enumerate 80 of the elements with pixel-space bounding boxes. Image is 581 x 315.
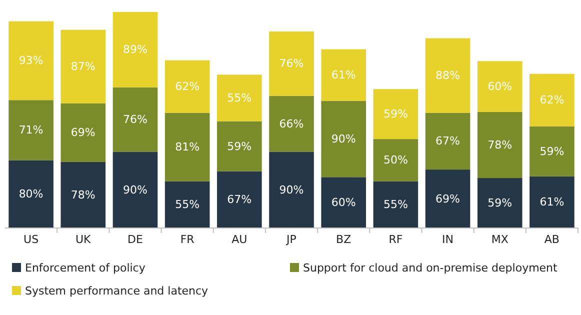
legend-label: Enforcement of policy — [25, 262, 146, 274]
bar — [8, 21, 54, 100]
data-label: 81% — [175, 140, 200, 154]
bar — [112, 12, 158, 88]
bar — [112, 152, 158, 228]
x-tick-label: US — [24, 233, 39, 246]
data-label: 78% — [488, 138, 512, 152]
bar — [373, 181, 418, 228]
data-label: 61% — [540, 196, 564, 209]
bar — [425, 112, 470, 170]
data-label: 88% — [436, 69, 460, 82]
data-label: 89% — [123, 43, 148, 56]
bar — [425, 170, 470, 228]
bar — [60, 103, 106, 162]
data-label: 67% — [227, 193, 252, 206]
bar — [164, 181, 210, 228]
data-label: 59% — [488, 196, 512, 210]
data-label: 59% — [383, 108, 408, 121]
bar — [217, 121, 262, 172]
data-label: 76% — [123, 113, 148, 126]
x-tick-label: BZ — [336, 233, 352, 246]
data-label: 50% — [383, 154, 408, 167]
x-tick-label: JP — [286, 233, 297, 246]
bar — [164, 112, 210, 182]
x-tick-label: AB — [544, 233, 560, 246]
bar — [477, 112, 522, 178]
bar — [425, 38, 470, 113]
bar — [321, 100, 366, 178]
data-label: 90% — [331, 132, 356, 146]
data-label: 69% — [70, 126, 96, 140]
legend-label: System performance and latency — [25, 284, 209, 298]
bar — [8, 100, 54, 160]
legend-label: Support for cloud and on-premise deployment — [303, 262, 558, 274]
bar — [477, 178, 522, 228]
bar — [269, 31, 314, 96]
x-tick-label: RF — [388, 233, 403, 246]
data-label: 55% — [175, 198, 200, 212]
data-label: 60% — [331, 196, 356, 210]
x-tick-label: FR — [180, 233, 195, 246]
data-label: 59% — [227, 140, 252, 153]
data-label: 69% — [436, 192, 460, 206]
x-tick-label: UK — [76, 233, 92, 246]
data-label: 55% — [227, 91, 252, 104]
data-label: 87% — [70, 60, 96, 74]
data-label: 80% — [18, 188, 44, 201]
data-label: 76% — [279, 57, 304, 70]
x-tick-label: AU — [232, 233, 248, 246]
bar — [112, 87, 158, 152]
bar — [477, 61, 522, 112]
bar — [530, 176, 574, 228]
x-tick-label: DE — [128, 233, 143, 246]
data-label: 78% — [70, 188, 96, 202]
bar — [321, 49, 366, 101]
bar — [269, 152, 314, 228]
bar — [217, 74, 262, 122]
data-label: 71% — [18, 124, 44, 137]
data-label: 62% — [540, 94, 564, 107]
data-label: 55% — [383, 198, 408, 212]
bar — [321, 177, 366, 228]
x-tick-label: MX — [491, 233, 509, 246]
data-label: 93% — [18, 54, 44, 68]
bar — [373, 139, 418, 182]
x-tick-label: IN — [442, 233, 454, 246]
bar — [269, 96, 314, 152]
bar — [164, 60, 210, 113]
data-label: 60% — [488, 80, 512, 94]
data-label: 66% — [279, 117, 304, 130]
bar — [8, 160, 54, 228]
bar — [373, 89, 418, 140]
data-label: 90% — [123, 183, 148, 196]
bar — [530, 126, 574, 176]
data-label: 90% — [279, 183, 304, 196]
data-label: 59% — [540, 144, 564, 158]
bar — [530, 74, 574, 126]
data-label: 61% — [331, 68, 356, 82]
data-label: 67% — [436, 134, 460, 148]
data-label: 62% — [175, 80, 200, 94]
bar — [60, 162, 106, 228]
bar — [217, 171, 262, 228]
bar — [60, 30, 106, 104]
